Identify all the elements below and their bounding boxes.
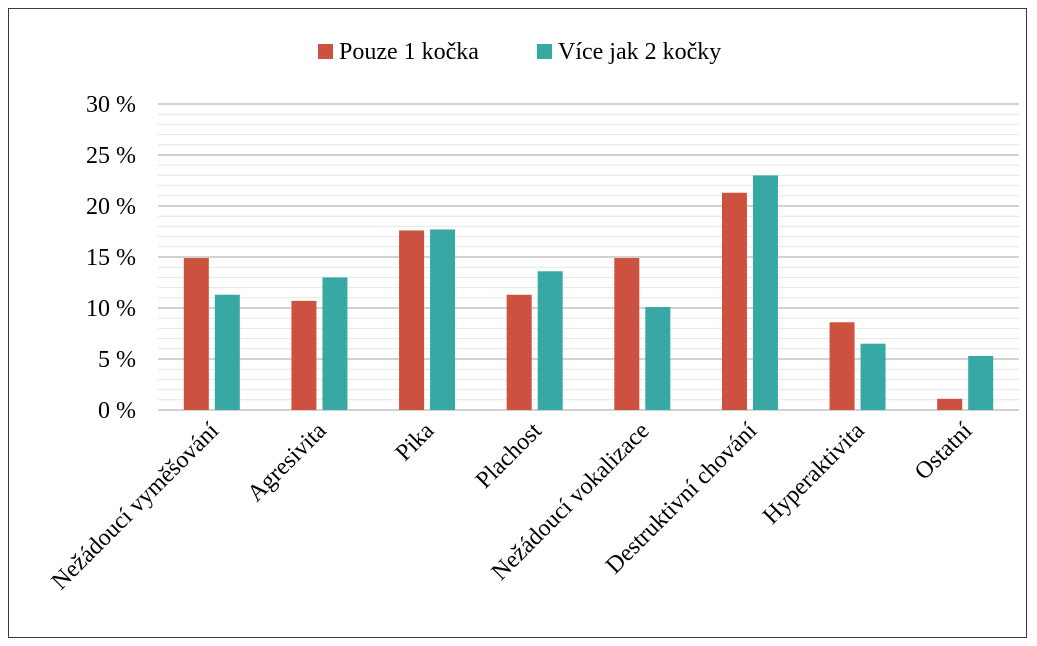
bar-1-6 bbox=[721, 192, 747, 410]
y-tick-label: 25 % bbox=[86, 143, 136, 169]
x-tick-label: Nežádoucí vyměšování bbox=[47, 418, 224, 595]
legend-label: Pouze 1 kočka bbox=[339, 39, 479, 65]
bar-2-1 bbox=[214, 294, 240, 410]
bar-1-4 bbox=[506, 294, 532, 410]
x-tick-label: Plachost bbox=[471, 418, 547, 494]
x-tick-label: Agresivita bbox=[243, 418, 332, 507]
y-axis-tick-labels: 0 % 5 % 10 % 15 % 20 % 25 % 30 % bbox=[86, 92, 136, 424]
legend-swatch bbox=[537, 44, 552, 59]
bar-1-2 bbox=[291, 300, 317, 410]
bar-1-7 bbox=[829, 322, 855, 410]
bar-2-5 bbox=[645, 306, 671, 410]
bar-1-3 bbox=[399, 230, 425, 410]
bar-1-8 bbox=[937, 398, 963, 410]
legend-swatch bbox=[318, 44, 333, 59]
legend: Pouze 1 kočka Více jak 2 kočky bbox=[318, 39, 721, 65]
bar-2-6 bbox=[752, 175, 778, 410]
bar-1-5 bbox=[614, 258, 640, 410]
x-tick-label: Hyperaktivita bbox=[758, 418, 870, 530]
bar-2-7 bbox=[860, 343, 886, 410]
bar-2-2 bbox=[322, 277, 348, 410]
x-tick-label: Ostatní bbox=[910, 418, 978, 486]
y-tick-label: 5 % bbox=[98, 347, 136, 373]
x-tick-label: Pika bbox=[391, 418, 440, 467]
major-gridlines bbox=[158, 103, 1019, 411]
bar-2-3 bbox=[430, 229, 456, 410]
x-axis-tick-labels: Nežádoucí vyměšování Agresivita Pika Placho… bbox=[47, 418, 978, 595]
y-tick-label: 15 % bbox=[86, 245, 136, 271]
legend-label: Více jak 2 kočky bbox=[558, 39, 721, 65]
bar-2-8 bbox=[968, 355, 994, 410]
y-tick-label: 30 % bbox=[86, 92, 136, 118]
y-tick-label: 20 % bbox=[86, 194, 136, 220]
y-tick-label: 0 % bbox=[98, 398, 136, 424]
bars bbox=[183, 175, 994, 410]
bar-2-4 bbox=[537, 271, 563, 410]
y-tick-label: 10 % bbox=[86, 296, 136, 322]
bar-1-1 bbox=[183, 258, 209, 410]
